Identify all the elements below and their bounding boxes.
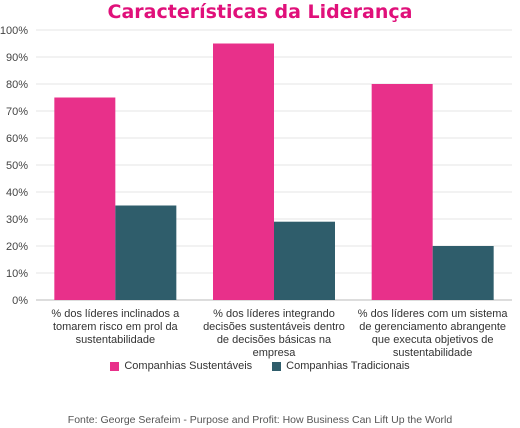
legend-swatch xyxy=(110,361,120,371)
y-tick-label: 50% xyxy=(6,160,28,172)
y-tick-label: 20% xyxy=(6,241,28,253)
legend-item: Companhias Sustentáveis xyxy=(110,360,252,372)
bar-tradicionais-0 xyxy=(115,205,177,300)
bar-sustentaveis-1 xyxy=(213,43,274,300)
legend-item: Companhias Tradicionais xyxy=(272,360,410,372)
source-note: Fonte: George Serafeim - Purpose and Pro… xyxy=(67,414,453,426)
bar-sustentaveis-0 xyxy=(54,97,116,300)
y-tick-label: 90% xyxy=(6,52,28,64)
chart-title: Características da Liderança xyxy=(107,1,413,23)
category-label: % dos líderes integrando decisões susten… xyxy=(203,308,345,359)
category-label: % dos líderes inclinados a tomarem risco… xyxy=(51,308,180,346)
y-tick-label: 10% xyxy=(6,268,28,280)
y-tick-label: 0% xyxy=(12,295,28,307)
bar-tradicionais-1 xyxy=(274,221,335,300)
bar-sustentaveis-2 xyxy=(371,84,433,300)
y-tick-label: 60% xyxy=(6,133,28,145)
chart-legend: Companhias Sustentáveis Companhias Tradic… xyxy=(0,360,520,372)
legend-label: Companhias Sustentáveis xyxy=(124,360,253,372)
legend-label: Companhias Tradicionais xyxy=(286,360,410,372)
y-tick-label: 40% xyxy=(6,187,28,199)
y-tick-label: 100% xyxy=(0,25,28,37)
category-label: % dos líderes com um sistema de gerencia… xyxy=(357,308,508,359)
y-tick-label: 80% xyxy=(6,79,28,91)
bar-tradicionais-2 xyxy=(432,246,494,300)
y-tick-label: 30% xyxy=(6,214,28,226)
legend-swatch xyxy=(272,361,282,371)
y-tick-label: 70% xyxy=(6,106,28,118)
